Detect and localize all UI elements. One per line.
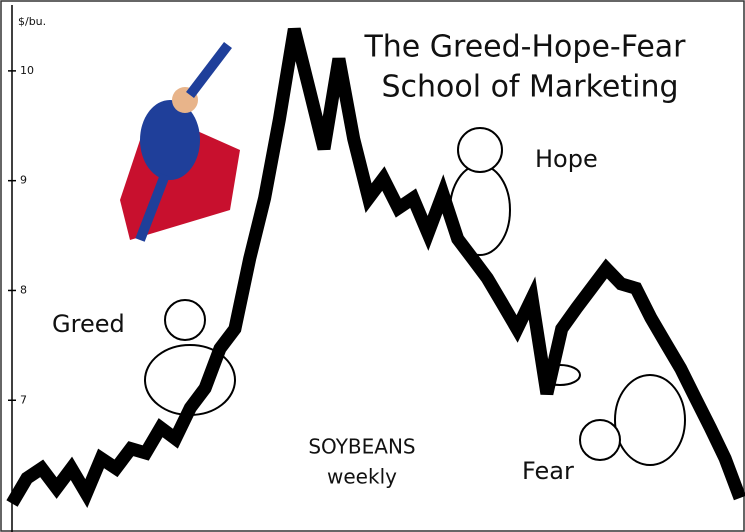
chart-subtitle: School of Marketing [381,70,678,105]
chart-title: The Greed-Hope-Fear [363,30,686,65]
y-axis-label: $/bu. [18,15,46,28]
annotation: Fear [522,457,574,485]
series-sublabel: weekly [327,465,397,489]
y-tick-label: 9 [20,174,27,187]
series-label: SOYBEANS [308,435,415,459]
annotation: Greed [52,310,125,338]
annotation: Hope [535,145,598,173]
y-tick-label: 8 [20,283,27,296]
y-tick-label: 10 [20,64,34,77]
y-tick-label: 7 [20,393,27,406]
chart: $/bu. The Greed-Hope-Fear School of Mark… [0,0,745,532]
